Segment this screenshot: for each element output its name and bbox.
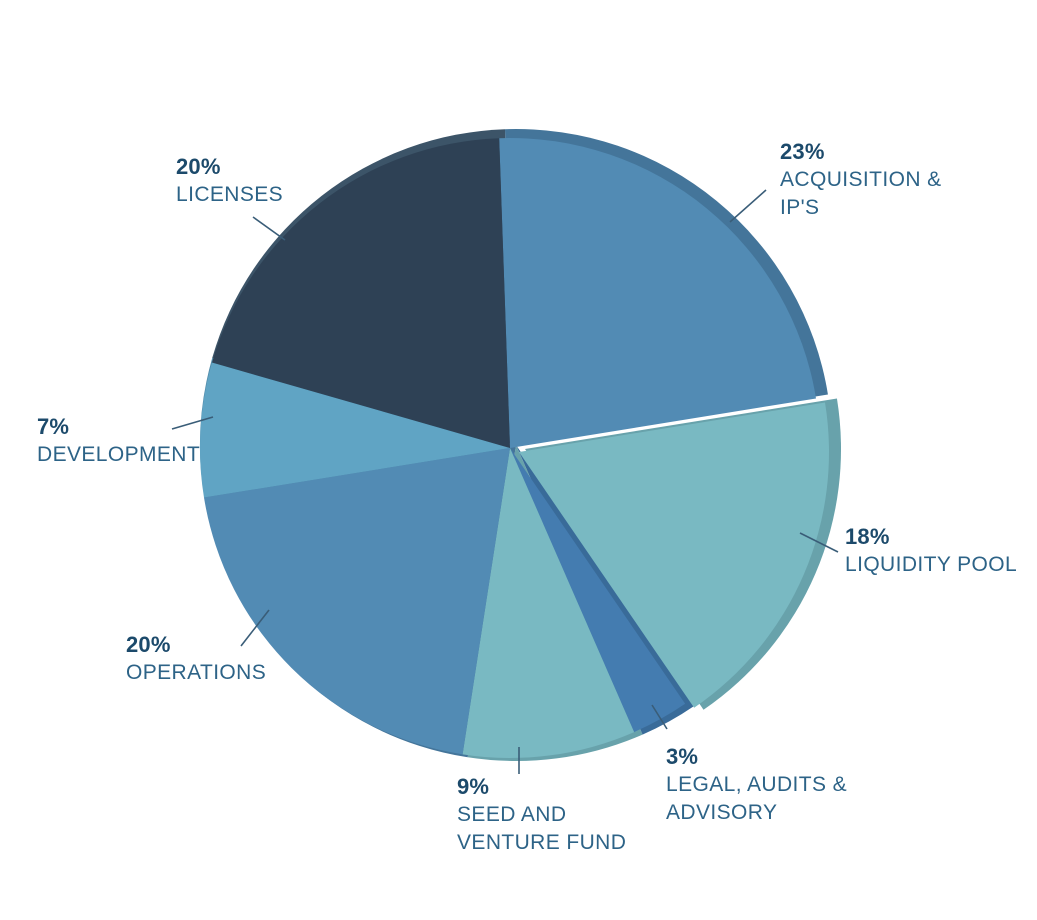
pie-slice-operations xyxy=(203,448,511,755)
pie-slice-development xyxy=(200,362,510,498)
leader-line-legal-audits-advisory xyxy=(651,704,668,730)
pie-slice-seed-venture-fund xyxy=(462,448,635,758)
leader-line-liquidity-pool xyxy=(799,532,839,553)
pie-slice-licenses xyxy=(212,138,510,448)
pie-slice-liquidity-pool xyxy=(519,402,829,708)
leader-line-operations xyxy=(240,609,270,647)
leader-line-licenses xyxy=(252,216,286,241)
leader-line-development xyxy=(171,416,214,430)
leader-line-acquisition-ips xyxy=(729,189,767,223)
pie-slice-acquisition-ips xyxy=(499,138,817,448)
pie-slice-legal-audits-advisory xyxy=(510,448,686,733)
